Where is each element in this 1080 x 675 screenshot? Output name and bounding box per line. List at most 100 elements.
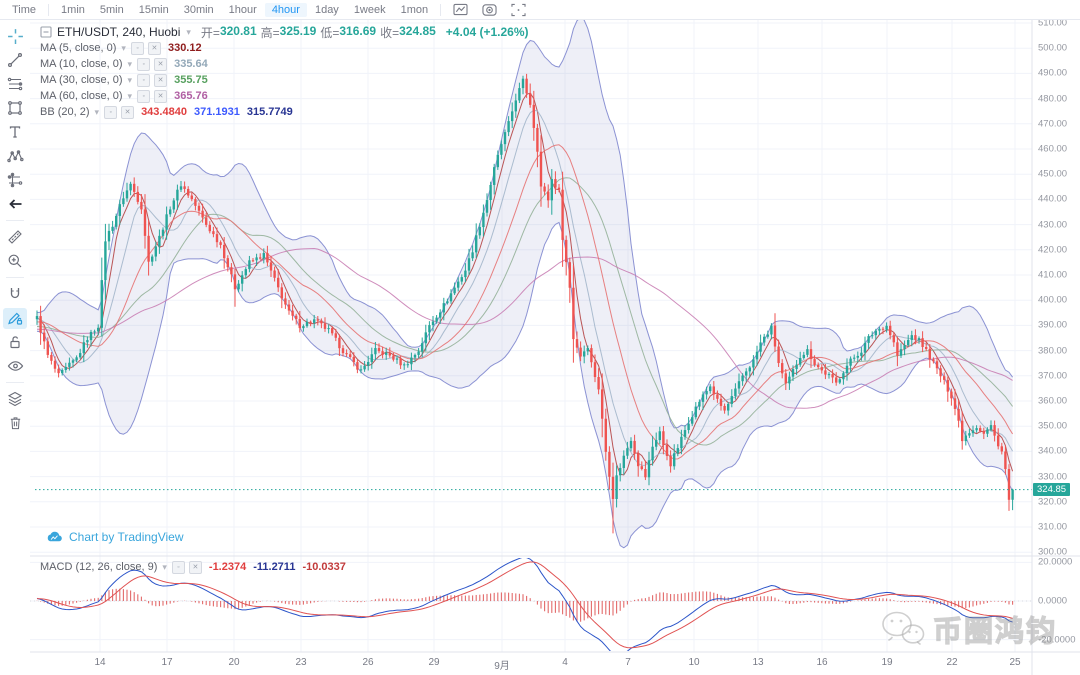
indicator-name: MA (30, close, 0)	[40, 74, 123, 86]
settings-icon[interactable]: ◦	[104, 105, 118, 119]
indicator-legend-row: MA (10, close, 0) ▾ ◦ ✕ 335.64	[40, 56, 529, 72]
remove-icon[interactable]: ✕	[121, 105, 135, 119]
settings-icon[interactable]: ◦	[137, 57, 151, 71]
text-tool-icon[interactable]	[3, 122, 27, 143]
interval-button-4hour[interactable]: 4hour	[264, 2, 307, 17]
remove-icon[interactable]: ✕	[154, 89, 168, 103]
drawing-toolbar	[0, 20, 30, 675]
tradingview-cloud-icon	[47, 531, 62, 542]
ohlc-value: 320.81	[219, 23, 257, 38]
time-tick-label: 10	[688, 657, 700, 668]
remove-icon[interactable]: ✕	[154, 73, 168, 87]
indicator-name: MA (5, close, 0)	[40, 42, 117, 54]
current-price-badge: 324.85	[1033, 483, 1071, 496]
object-tree-layers-icon[interactable]	[3, 389, 27, 410]
change-value: +4.04 (+1.26%)	[445, 25, 529, 39]
ohlc-label: 低=	[320, 25, 340, 40]
bb-mid-line	[36, 144, 1014, 460]
attribution-text: Chart by TradingView	[69, 530, 184, 544]
indicator-value: -11.2711	[253, 561, 296, 573]
interval-button-1week[interactable]: 1week	[353, 3, 386, 16]
time-tick-label: 26	[362, 657, 374, 668]
settings-icon[interactable]: ◦	[137, 73, 151, 87]
collapse-pane-icon[interactable]	[40, 26, 52, 38]
price-tick-label: 480.00	[1038, 93, 1068, 105]
drawing-mode-lock-icon[interactable]	[3, 307, 27, 329]
back-arrow-icon[interactable]	[3, 194, 27, 215]
chevron-down-icon[interactable]: ▾	[186, 26, 191, 37]
symbol-title[interactable]: ETH/USDT, 240, Huobi	[57, 25, 181, 39]
interval-button-1hour[interactable]: 1hour	[228, 3, 257, 16]
indicator-value: 371.1931	[193, 106, 240, 118]
ohlc-value: 325.19	[279, 23, 317, 38]
time-tick-label: 25	[1009, 657, 1021, 668]
interval-toolbar: Time 1min 5min 15min 30min 1hour 4hour 1day 1we…	[0, 0, 1080, 20]
interval-button-15min[interactable]: 15min	[138, 3, 169, 16]
chevron-down-icon[interactable]: ▾	[127, 74, 133, 85]
crosshair-tool-icon[interactable]	[3, 26, 27, 47]
price-tick-label: 350.00	[1038, 420, 1068, 432]
settings-icon[interactable]: ◦	[137, 89, 151, 103]
macd-tick-label: 20.0000	[1038, 556, 1073, 568]
bb-lower-line	[36, 221, 1014, 549]
parallel-lines-tool-icon[interactable]	[3, 74, 27, 95]
indicator-name: MACD (12, 26, close, 9)	[40, 561, 158, 573]
chevron-down-icon[interactable]: ▾	[127, 90, 133, 101]
indicator-legend-row: MA (60, close, 0) ▾ ◦ ✕ 365.76	[40, 88, 529, 104]
indicator-value: 315.7749	[246, 106, 293, 118]
ma10-line	[36, 109, 1014, 466]
interval-button-1min[interactable]: 1min	[61, 3, 85, 16]
lock-tool-icon[interactable]	[3, 332, 27, 353]
measure-ruler-icon[interactable]	[3, 227, 27, 248]
price-tick-label: 410.00	[1038, 269, 1068, 281]
fullscreen-icon[interactable]	[507, 2, 529, 18]
price-tick-label: 460.00	[1038, 143, 1068, 155]
rectangle-tool-icon[interactable]	[3, 98, 27, 119]
magnet-tool-icon[interactable]	[3, 284, 27, 305]
ohlc-label: 收=	[380, 25, 400, 40]
toolbar-divider	[6, 277, 24, 278]
price-tick-label: 440.00	[1038, 193, 1068, 205]
indicator-value: 330.12	[167, 42, 202, 54]
time-tick-label: 22	[946, 657, 958, 668]
time-menu-button[interactable]: Time	[12, 3, 37, 16]
remove-icon[interactable]: ✕	[147, 41, 161, 55]
indicator-legend-row: MA (5, close, 0) ▾ ◦ ✕ 330.12	[40, 40, 529, 56]
time-tick-label: 20	[228, 657, 240, 668]
price-tick-label: 400.00	[1038, 294, 1068, 306]
macd-tick-label: 0.0000	[1038, 595, 1068, 607]
chevron-down-icon[interactable]: ▾	[94, 106, 100, 117]
remove-icon[interactable]: ✕	[188, 560, 202, 574]
interval-button-30min[interactable]: 30min	[183, 3, 214, 16]
macd-signal-line	[36, 561, 1013, 649]
price-tick-label: 380.00	[1038, 345, 1068, 357]
interval-button-5min[interactable]: 5min	[99, 3, 124, 16]
snapshot-icon[interactable]	[478, 2, 500, 18]
interval-button-1day[interactable]: 1day	[314, 3, 339, 16]
indicator-panel-icon[interactable]	[449, 2, 471, 18]
tradingview-attribution-link[interactable]: Chart by TradingView	[46, 530, 184, 544]
settings-icon[interactable]: ◦	[171, 560, 185, 574]
interval-button-1mon[interactable]: 1mon	[400, 3, 429, 16]
macd-histogram	[36, 588, 1014, 622]
legend-panel: ETH/USDT, 240, Huobi ▾ 开= 320.81 高= 325.19 低…	[40, 24, 529, 120]
trend-line-tool-icon[interactable]	[3, 50, 27, 71]
zoom-in-icon[interactable]	[3, 251, 27, 272]
toolbar-divider	[6, 220, 24, 221]
chevron-down-icon[interactable]: ▾	[162, 561, 167, 572]
indicator-value: 355.75	[174, 74, 208, 86]
chevron-down-icon[interactable]: ▾	[121, 42, 126, 53]
toolbar-separator	[48, 3, 50, 16]
indicator-name: MA (60, close, 0)	[40, 90, 123, 102]
chevron-down-icon[interactable]: ▾	[127, 58, 133, 69]
visibility-eye-icon[interactable]	[3, 356, 27, 377]
macd-line	[36, 558, 1013, 651]
remove-drawings-trash-icon[interactable]	[3, 413, 27, 434]
macd-pane	[30, 558, 1032, 651]
forecast-tool-icon[interactable]	[3, 170, 27, 191]
price-tick-label: 310.00	[1038, 521, 1068, 533]
remove-icon[interactable]: ✕	[154, 57, 168, 71]
xabcd-pattern-tool-icon[interactable]	[3, 146, 27, 167]
settings-icon[interactable]: ◦	[130, 41, 144, 55]
